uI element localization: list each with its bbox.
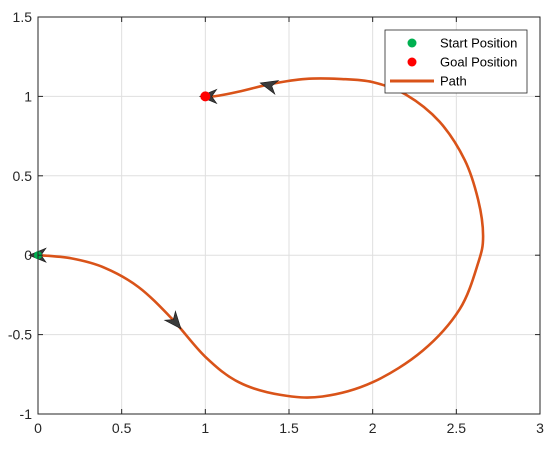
- x-tick-label: 0: [34, 420, 42, 436]
- y-tick-label: -0.5: [8, 327, 32, 343]
- legend-marker: [407, 38, 417, 48]
- y-tick-label: 0: [24, 247, 32, 263]
- x-tick-label: 2.5: [447, 420, 467, 436]
- x-tick-label: 3: [536, 420, 544, 436]
- legend-label: Goal Position: [440, 55, 517, 70]
- legend-marker: [407, 57, 417, 67]
- path-layer: [37, 77, 485, 399]
- axis-ticks: 0 0.5 1 1.5 2 2.5 3 -1 -0.5 0 0.5 1 1.5: [8, 9, 544, 436]
- y-tick-label: 0.5: [13, 168, 33, 184]
- y-tick-label: -1: [20, 406, 33, 422]
- path-series-line: [37, 77, 485, 399]
- x-tick-label: 1.5: [279, 420, 299, 436]
- x-tick-label: 1: [201, 420, 209, 436]
- goal-position-point: [200, 91, 211, 102]
- legend-label: Path: [440, 74, 467, 89]
- direction-arrow-marker: [163, 310, 182, 330]
- y-tick-label: 1.5: [13, 9, 33, 25]
- x-tick-label: 0.5: [112, 420, 132, 436]
- legend-label: Start Position: [440, 36, 517, 51]
- y-tick-label: 1: [24, 88, 32, 104]
- legend: Start Position Goal Position Path: [384, 29, 528, 94]
- direction-arrow-marker: [259, 80, 280, 95]
- x-tick-label: 2: [369, 420, 377, 436]
